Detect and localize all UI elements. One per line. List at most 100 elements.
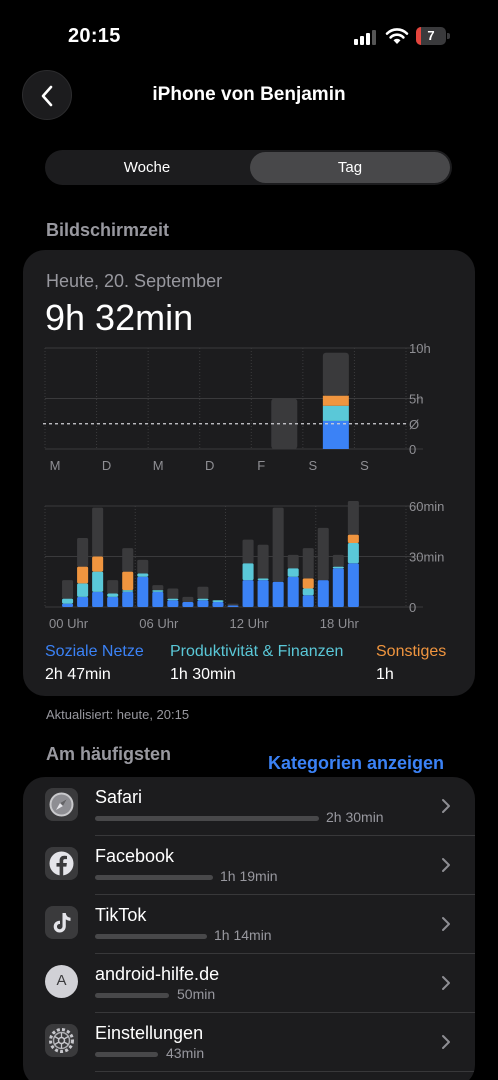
usage-duration: 2h 30min [326, 809, 384, 825]
facebook-icon [45, 847, 78, 880]
hour-bar-segment [302, 578, 314, 589]
chevron-left-icon [41, 85, 53, 107]
hour-bar-segment [242, 580, 254, 607]
hour-bar-segment [212, 601, 224, 607]
hour-bar-segment [107, 593, 119, 597]
status-bar: 20:15 7 [0, 0, 498, 70]
hour-bar-segment [347, 500, 359, 535]
cellular-signal-icon [354, 29, 376, 45]
hour-bar-segment [287, 576, 299, 607]
show-categories-link[interactable]: Kategorien anzeigen [268, 753, 445, 773]
period-segmented-control: Woche Tag [45, 150, 452, 185]
hour-bar-segment [257, 578, 269, 581]
hour-bar-segment [137, 576, 149, 607]
app-name: TikTok [95, 905, 147, 925]
usage-duration: 43min [166, 1045, 205, 1061]
usage-bar [95, 993, 169, 998]
average-label: Ø [409, 417, 419, 432]
settings-icon [45, 1024, 78, 1057]
date-label: Heute, 20. September [46, 271, 223, 291]
hour-bar-segment [152, 590, 164, 592]
legend-productivity-value: 1h 30min [170, 666, 236, 683]
screen-time-card: Heute, 20. September 9h 32min M D M D F S S Ø 10… [23, 250, 475, 696]
x-tick-label: F [257, 458, 265, 473]
weekday-bar-segment [322, 405, 349, 421]
hour-bar-segment [242, 563, 254, 581]
weekday-bar-segment [322, 352, 349, 396]
hour-bar-segment [182, 601, 194, 607]
chevron-right-icon [442, 917, 450, 931]
back-button[interactable] [22, 70, 72, 120]
hour-bar-segment [122, 591, 134, 607]
list-item[interactable]: Safari 2h 30min [23, 777, 475, 836]
page-title: iPhone von Benjamin [152, 84, 346, 105]
legend-social: Soziale Netze [45, 643, 144, 660]
x-tick-label: 00 Uhr [49, 616, 89, 631]
hour-bar-segment [167, 598, 179, 601]
hour-bar-segment [77, 583, 89, 597]
y-tick-label: 30min [409, 550, 444, 565]
hour-bar-segment [302, 548, 314, 579]
hour-bar-segment [317, 580, 329, 607]
most-used-list: Safari 2h 30min Facebook 1h 19min TikTok… [23, 777, 475, 1080]
hour-bar-segment [152, 585, 164, 591]
hour-bar-segment [122, 590, 134, 592]
hour-bar-segment [107, 596, 119, 607]
hour-bar-segment [272, 507, 284, 582]
hour-bar-segment [77, 566, 89, 584]
app-name: Einstellungen [95, 1023, 204, 1043]
battery-level: 7 [427, 28, 435, 43]
list-item[interactable]: TikTok 1h 14min [23, 895, 475, 954]
hour-bar-segment [332, 566, 344, 569]
usage-duration: 1h 19min [220, 868, 278, 884]
y-tick-label: 60min [409, 499, 444, 514]
status-time: 20:15 [68, 25, 121, 47]
hour-bar-segment [167, 588, 179, 599]
hour-bar-segment [137, 559, 149, 574]
x-tick-label: 18 Uhr [320, 616, 360, 631]
weekly-chart[interactable]: M D M D F S S Ø 10h 5h 0 [23, 250, 475, 480]
list-item[interactable]: Facebook 1h 19min [23, 836, 475, 895]
x-tick-label: S [360, 458, 369, 473]
hour-bar-segment [122, 548, 134, 572]
battery-icon: 7 [416, 27, 450, 45]
x-tick-label: S [309, 458, 318, 473]
hour-bar-segment [302, 588, 314, 596]
hour-bar-segment [287, 568, 299, 577]
usage-bar [95, 875, 213, 880]
x-tick-label: D [102, 458, 111, 473]
y-tick-label: 10h [409, 341, 431, 356]
weekday-bar-segment [322, 420, 349, 449]
hour-bar-segment [62, 603, 74, 607]
segment-day[interactable]: Tag [250, 152, 450, 183]
hour-bar-segment [317, 527, 329, 581]
chevron-right-icon [442, 858, 450, 872]
usage-duration: 1h 14min [214, 927, 272, 943]
hour-bar-segment [302, 595, 314, 607]
list-item[interactable]: A android-hilfe.de 50min [23, 954, 475, 1013]
hour-bar-segment [92, 591, 104, 607]
hour-bar-segment [227, 605, 239, 607]
hour-bar-segment [152, 591, 164, 607]
segment-week[interactable]: Woche [123, 159, 171, 176]
website-icon: A [45, 965, 78, 998]
hour-bar-segment [77, 596, 89, 607]
hour-bar-segment [92, 571, 104, 592]
hour-bar-segment [227, 603, 239, 606]
hour-bar-segment [287, 554, 299, 569]
hour-bar-segment [62, 598, 74, 604]
most-used-heading: Am häufigsten [46, 744, 172, 764]
x-tick-label: 06 Uhr [139, 616, 179, 631]
hour-bar-segment [212, 600, 224, 602]
hour-bar-segment [92, 507, 104, 557]
hour-bar-segment [167, 600, 179, 607]
usage-bar [95, 816, 319, 821]
hour-bar-segment [62, 580, 74, 599]
legend-social-value: 2h 47min [45, 666, 111, 683]
usage-bar [95, 1052, 158, 1057]
hour-bar-segment [332, 554, 344, 567]
list-item[interactable]: Einstellungen 43min [23, 1013, 475, 1072]
hour-bar-segment [182, 596, 194, 602]
website-letter: A [56, 972, 67, 989]
hour-bar-segment [242, 539, 254, 564]
